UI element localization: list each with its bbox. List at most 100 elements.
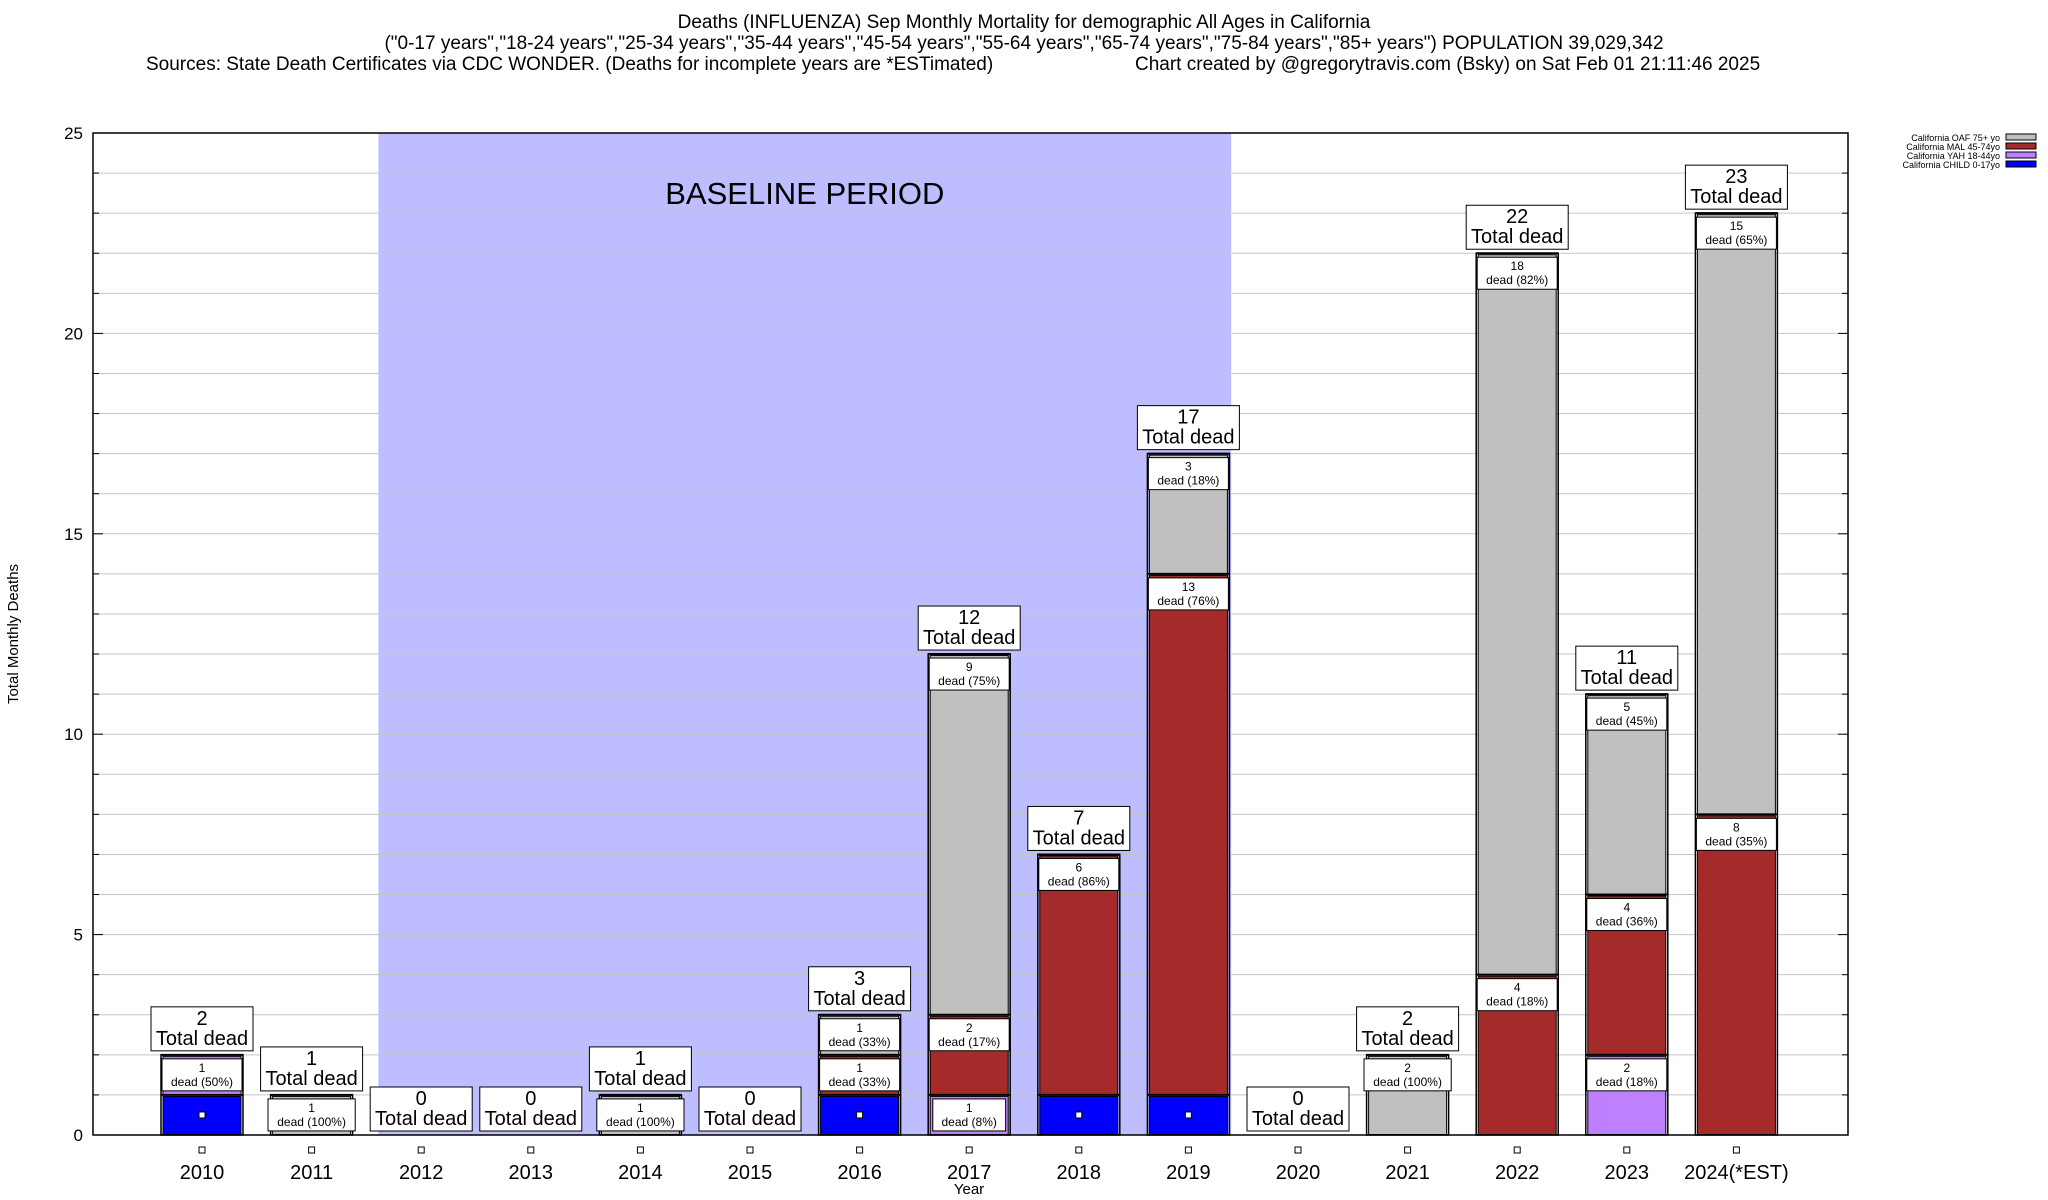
y-axis-label: Total Monthly Deaths (5, 564, 22, 704)
segment-pct-label: dead (33%) (829, 1035, 891, 1049)
segment-pct-label: dead (82%) (1486, 273, 1548, 287)
segment-label-box (1147, 457, 1229, 491)
x-tick-marker (965, 1146, 973, 1154)
total-text-label: Total dead (1252, 1108, 1344, 1130)
segment-label-box (1586, 697, 1668, 731)
segment-count-label: 5 (1623, 700, 1630, 714)
total-label-box (588, 1046, 692, 1092)
total-value-label: 1 (306, 1048, 317, 1070)
x-tick-label: 2012 (399, 1162, 444, 1184)
x-tick-marker (417, 1146, 425, 1154)
total-label-box (150, 1006, 254, 1052)
x-tick-marker (1732, 1146, 1740, 1154)
x-tick-label: 2020 (1276, 1162, 1321, 1184)
x-tick-label: 2022 (1495, 1162, 1540, 1184)
x-tick-label: 2014 (618, 1162, 663, 1184)
bar-segment (1696, 214, 1776, 815)
legend-label: California YAH 18-44yo (1907, 151, 2000, 161)
x-tick-label: 2024(*EST) (1684, 1162, 1789, 1184)
segment-count-label: 18 (1511, 259, 1525, 273)
plot-frame (92, 132, 1849, 1136)
total-text-label: Total dead (375, 1108, 467, 1130)
total-value-label: 0 (744, 1088, 755, 1110)
total-text-label: Total dead (1471, 226, 1563, 248)
segment-count-label: 4 (1514, 981, 1521, 995)
bar-segment (1148, 574, 1228, 1095)
x-tick-marker (1075, 1146, 1083, 1154)
total-text-label: Total dead (265, 1068, 357, 1090)
total-label-box (1684, 164, 1788, 210)
total-value-label: 7 (1073, 807, 1084, 829)
x-tick-label: 2023 (1605, 1162, 1650, 1184)
segment-count-label: 1 (966, 1101, 973, 1115)
x-tick-marker (198, 1146, 206, 1154)
legend-label: California CHILD 0-17yo (1902, 160, 2000, 170)
segment-pct-label: dead (65%) (1705, 233, 1767, 247)
segment-label-box (1695, 216, 1777, 250)
total-label-box (698, 1086, 802, 1132)
segment-label-box (928, 1018, 1010, 1052)
segment-pct-label: dead (33%) (829, 1075, 891, 1089)
segment-count-label: 6 (1075, 860, 1082, 874)
segment-pct-label: dead (18%) (1596, 1075, 1658, 1089)
x-tick-label: 2019 (1166, 1162, 1211, 1184)
legend-label: California OAF 75+ yo (1911, 133, 2000, 143)
total-text-label: Total dead (1581, 667, 1673, 689)
y-tick-label: 0 (74, 1126, 83, 1145)
x-tick-marker (636, 1146, 644, 1154)
x-tick-marker (1404, 1146, 1412, 1154)
segment-pct-label: dead (50%) (171, 1075, 233, 1089)
segment-pct-label: dead (100%) (606, 1115, 675, 1129)
segment-count-label: 2 (1623, 1061, 1630, 1075)
y-tick-label: 20 (64, 324, 83, 343)
legend-swatch (2005, 160, 2037, 168)
chart-credit: Chart created by @gregorytravis.com (Bsk… (1135, 54, 1761, 75)
total-value-label: 2 (196, 1008, 207, 1030)
segment-count-label: 3 (1185, 460, 1192, 474)
legend-swatch (2005, 151, 2037, 159)
bar-segment (1039, 855, 1119, 1095)
total-label-box (260, 1046, 364, 1092)
x-tick-label: 2010 (180, 1162, 225, 1184)
total-text-label: Total dead (485, 1108, 577, 1130)
segment-pct-label: dead (18%) (1157, 474, 1219, 488)
y-tick-label: 5 (74, 926, 83, 945)
segment-label-box (1586, 898, 1668, 932)
total-text-label: Total dead (1690, 186, 1782, 208)
total-value-label: 0 (1292, 1088, 1303, 1110)
total-value-label: 0 (525, 1088, 536, 1110)
chart-sources: Sources: State Death Certificates via CD… (146, 54, 994, 75)
x-tick-marker (1513, 1146, 1521, 1154)
segment-count-label: 1 (856, 1061, 863, 1075)
total-value-label: 11 (1616, 647, 1637, 669)
total-label-box (479, 1086, 583, 1132)
x-tick-label: 2011 (290, 1162, 333, 1184)
bar-group-2019 (1146, 452, 1231, 1136)
legend-swatch (2005, 142, 2037, 150)
segment-count-label: 4 (1623, 901, 1630, 915)
x-tick-marker (1623, 1146, 1631, 1154)
segment-label-box (1695, 817, 1777, 851)
segment-pct-label: dead (17%) (938, 1035, 1000, 1049)
total-label-box (1575, 645, 1679, 691)
total-text-label: Total dead (923, 627, 1015, 649)
total-label-box (1465, 204, 1569, 250)
total-value-label: 17 (1177, 407, 1199, 429)
segment-label-box (1476, 256, 1558, 290)
segment-pct-label: dead (36%) (1596, 915, 1658, 929)
x-tick-marker (856, 1146, 864, 1154)
segment-count-label: 1 (637, 1101, 644, 1115)
segment-count-label: 15 (1730, 219, 1744, 233)
segment-label-box (1476, 978, 1558, 1012)
total-value-label: 23 (1725, 166, 1747, 188)
baseline-period-label: BASELINE PERIOD (665, 176, 944, 211)
segment-count-label: 1 (308, 1101, 315, 1115)
total-text-label: Total dead (1142, 427, 1234, 449)
x-tick-marker (308, 1146, 316, 1154)
bar-group-2018 (1037, 853, 1121, 1136)
x-tick-label: 2015 (728, 1162, 773, 1184)
x-tick-marker (1294, 1146, 1302, 1154)
total-label-box (1136, 405, 1240, 451)
